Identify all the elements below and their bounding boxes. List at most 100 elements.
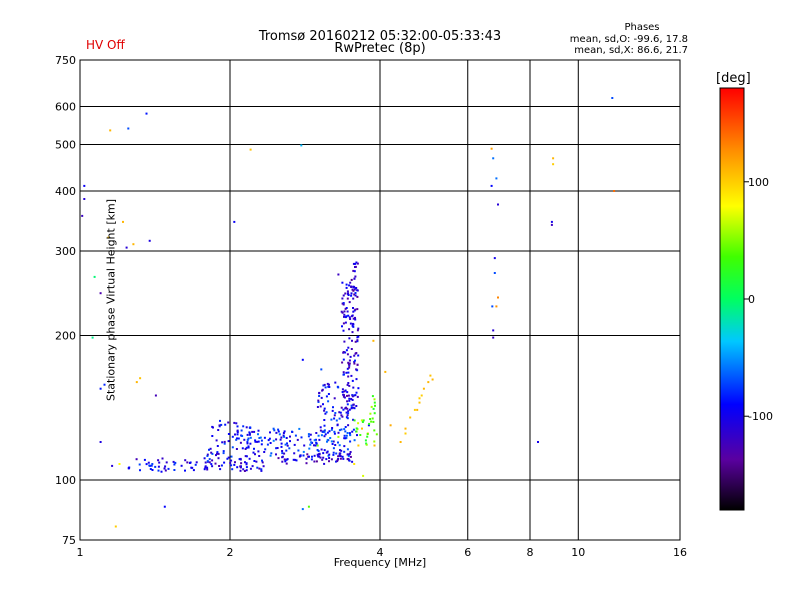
echo-point (369, 418, 371, 420)
echo-point (351, 279, 353, 281)
echo-point (320, 430, 322, 432)
echo-point (347, 412, 349, 414)
echo-point (249, 458, 251, 460)
echo-point (195, 464, 197, 466)
echo-point (267, 444, 269, 446)
echo-point (339, 453, 341, 455)
echo-point (372, 395, 374, 397)
echo-point (281, 456, 283, 458)
echo-point (246, 466, 248, 468)
echo-point (184, 470, 186, 472)
echo-point (551, 224, 553, 226)
echo-point (346, 349, 348, 351)
echo-point (374, 398, 376, 400)
echo-point (332, 454, 334, 456)
echo-point (239, 465, 241, 467)
echo-point (352, 325, 354, 327)
echo-point (216, 451, 218, 453)
echo-point (552, 157, 554, 159)
echo-point (288, 447, 290, 449)
echo-point (349, 282, 351, 284)
echo-point (174, 462, 176, 464)
echo-point (328, 384, 330, 386)
echo-point (240, 459, 242, 461)
echo-point (349, 301, 351, 303)
echo-point (352, 323, 354, 325)
echo-point (347, 353, 349, 355)
echo-point (317, 406, 319, 408)
echo-point (210, 448, 212, 450)
echo-point (308, 448, 310, 450)
echo-point (227, 422, 229, 424)
y-tick-label: 200 (55, 330, 76, 343)
colorbar-ticks: 1000-100 (744, 176, 773, 423)
plot-grid (80, 60, 680, 540)
echo-point (323, 463, 325, 465)
echo-point (373, 429, 375, 431)
echo-point (328, 460, 330, 462)
echo-point (275, 438, 277, 440)
echo-point (343, 394, 345, 396)
echo-point (115, 526, 117, 528)
echo-point (146, 113, 148, 115)
echo-point (347, 298, 349, 300)
echo-point (309, 439, 311, 441)
echo-point (318, 453, 320, 455)
echo-point (349, 432, 351, 434)
colorbar-tick-label: -100 (748, 410, 773, 423)
echo-point (92, 337, 94, 339)
echo-point (246, 426, 248, 428)
echo-point (328, 393, 330, 395)
echo-point (354, 407, 356, 409)
echo-point (324, 449, 326, 451)
echo-point (246, 447, 248, 449)
echo-point (264, 437, 266, 439)
echo-point (376, 433, 378, 435)
echo-point (341, 407, 343, 409)
echo-point (356, 434, 358, 436)
echo-point (324, 408, 326, 410)
echo-point (432, 379, 434, 381)
echo-point (235, 422, 237, 424)
echo-point (246, 469, 248, 471)
echo-point (326, 395, 328, 397)
echo-point (356, 296, 358, 298)
echo-point (230, 464, 232, 466)
echo-point (233, 422, 235, 424)
echo-point (232, 446, 234, 448)
echo-point (337, 459, 339, 461)
echo-point (258, 441, 260, 443)
echo-point (209, 461, 211, 463)
echo-point (351, 292, 353, 294)
echo-point (310, 441, 312, 443)
echo-point (315, 432, 317, 434)
echo-point (260, 468, 262, 470)
echo-point (349, 453, 351, 455)
echo-point (334, 412, 336, 414)
echo-point (277, 429, 279, 431)
echo-point (356, 431, 358, 433)
echo-point (224, 441, 226, 443)
echo-point (212, 427, 214, 429)
y-tick-label: 400 (55, 185, 76, 198)
echo-point (316, 460, 318, 462)
echo-point (346, 408, 348, 410)
echo-point (158, 470, 160, 472)
echo-point (348, 367, 350, 369)
echo-point (344, 437, 346, 439)
echo-point (331, 429, 333, 431)
echo-point (339, 418, 341, 420)
echo-point (341, 298, 343, 300)
echo-point (139, 377, 141, 379)
echo-point (494, 272, 496, 274)
echo-point (325, 386, 327, 388)
echo-point (308, 506, 310, 508)
echo-point (421, 395, 423, 397)
echo-point (337, 424, 339, 426)
echo-point (158, 462, 160, 464)
echo-point (333, 452, 335, 454)
echo-point (242, 425, 244, 427)
echo-point (215, 463, 217, 465)
echo-point (384, 371, 386, 373)
y-tick-label: 100 (55, 474, 76, 487)
